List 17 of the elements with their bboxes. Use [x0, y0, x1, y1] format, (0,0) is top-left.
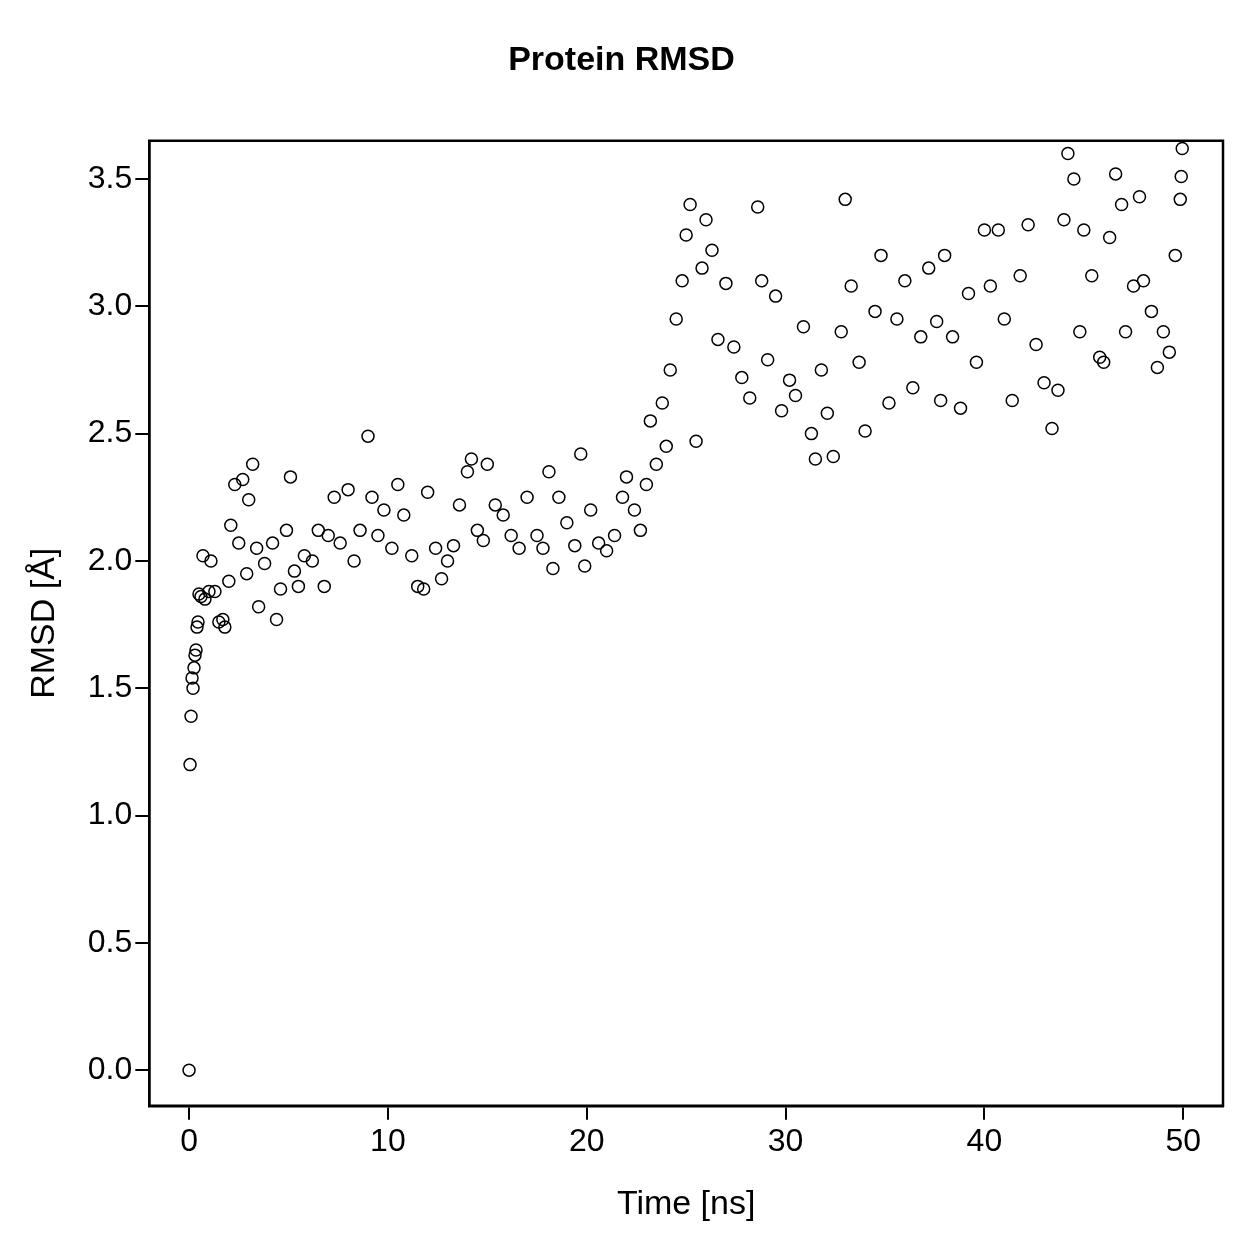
x-axis-title: Time [ns] — [616, 1182, 756, 1221]
y-tick-label: 2.5 — [87, 413, 133, 450]
y-tick-label: 0.0 — [87, 1049, 133, 1086]
x-tick-label: 40 — [966, 1121, 1003, 1158]
y-axis-title: RMSD [Å] — [22, 547, 61, 699]
y-tick-label: 1.0 — [87, 795, 133, 832]
x-tick-label: 0 — [180, 1121, 198, 1158]
chart-title: Protein RMSD — [508, 38, 735, 77]
y-tick-label: 0.5 — [87, 922, 133, 959]
y-tick-label: 3.5 — [87, 158, 133, 195]
x-tick-label: 50 — [1165, 1121, 1202, 1158]
y-tick-label: 1.5 — [87, 668, 133, 705]
x-tick-label: 20 — [568, 1121, 605, 1158]
x-tick-label: 30 — [767, 1121, 804, 1158]
y-tick-label: 2.0 — [87, 540, 133, 577]
x-tick-label: 10 — [370, 1121, 406, 1158]
y-tick-label: 3.0 — [87, 286, 133, 323]
